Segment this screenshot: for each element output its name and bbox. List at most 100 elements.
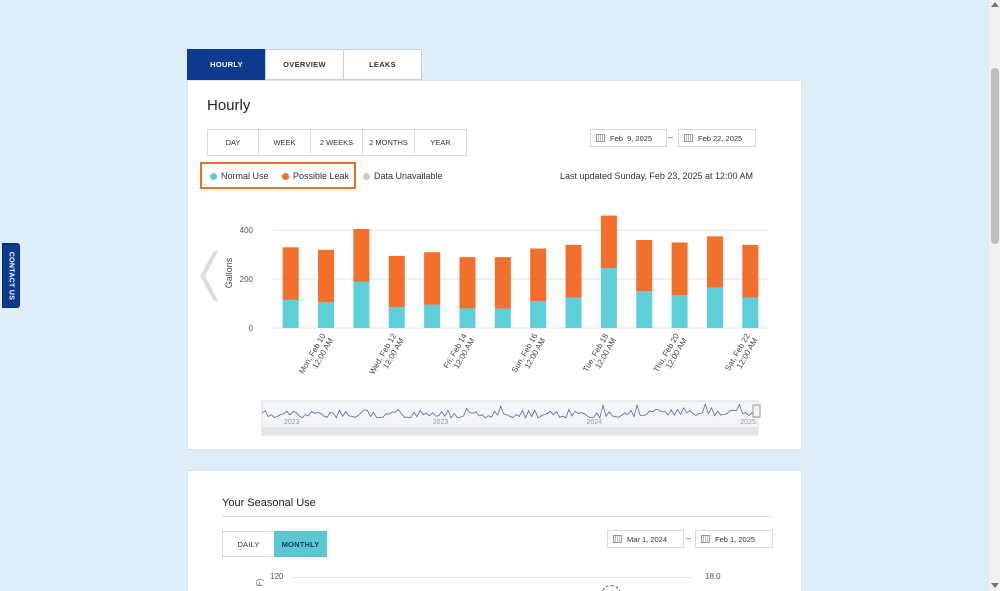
seasonal-left-axis-unit: F) — [255, 578, 265, 587]
seasonal-loading-icon — [601, 585, 621, 591]
y-tick-label: 0 — [249, 324, 254, 333]
date-to-input[interactable]: Feb 22, 2025 — [678, 129, 756, 147]
tab-hourly[interactable]: HOURLY — [187, 49, 266, 80]
tab-hourly-label: HOURLY — [210, 60, 243, 69]
bar-normal-use — [318, 302, 335, 328]
date-from-value: Feb 9, 2025 — [610, 133, 653, 143]
legend-possible-leak-label: Possible Leak — [293, 171, 350, 181]
calendar-icon — [596, 134, 605, 142]
seasonal-date-to-input[interactable]: Feb 1, 2025 — [695, 530, 773, 548]
bar-possible-leak — [530, 248, 547, 302]
scrollbar-thumb[interactable] — [991, 68, 999, 244]
seasonal-date-from-value: Mar 1, 2024 — [627, 534, 668, 544]
navigator-year-label: 2023 — [433, 419, 449, 426]
bar-possible-leak — [671, 242, 688, 295]
data-unavailable-dot-icon — [363, 172, 370, 180]
bar-normal-use — [459, 308, 476, 328]
bar-normal-use — [565, 297, 582, 328]
page-scrollbar[interactable] — [988, 0, 1000, 591]
bar-possible-leak — [388, 255, 405, 308]
seasonal-toggle: DAILY MONTHLY — [222, 531, 327, 557]
bar-possible-leak — [353, 229, 370, 282]
seasonal-monthly-button[interactable]: MONTHLY — [274, 531, 327, 557]
bar-normal-use — [706, 287, 723, 328]
scroll-up-icon[interactable] — [991, 2, 999, 7]
bar-normal-use — [671, 295, 688, 328]
seasonal-divider — [222, 516, 772, 517]
range-selector: DAY WEEK 2 WEEKS 2 MONTHS YEAR — [207, 129, 467, 156]
seasonal-date-separator: – — [686, 533, 692, 543]
tab-leaks[interactable]: LEAKS — [343, 49, 422, 80]
bar-possible-leak — [459, 257, 476, 309]
tab-overview-label: OVERVIEW — [283, 60, 326, 69]
navigator-year-label: 2023 — [284, 419, 300, 426]
seasonal-date-to-value: Feb 1, 2025 — [715, 534, 756, 544]
seasonal-left-axis-top: 120 — [270, 572, 284, 581]
range-2weeks-button[interactable]: 2 WEEKS — [310, 129, 363, 156]
tab-overview[interactable]: OVERVIEW — [265, 49, 344, 80]
bar-possible-leak — [742, 244, 759, 298]
bar-normal-use — [424, 304, 441, 328]
legend-normal-use[interactable]: Normal Use — [210, 171, 269, 181]
bar-normal-use — [494, 308, 511, 328]
navigator-year-label: 2025 — [740, 419, 756, 426]
range-year-button[interactable]: YEAR — [414, 129, 467, 156]
last-updated-text: Last updated Sunday, Feb 23, 2025 at 12:… — [560, 171, 753, 181]
bar-normal-use — [353, 281, 370, 328]
normal-use-dot-icon — [210, 172, 217, 180]
seasonal-date-from-input[interactable]: Mar 1, 2024 — [607, 530, 684, 548]
date-separator: – — [668, 132, 674, 142]
date-to-value: Feb 22, 2025 — [698, 133, 743, 143]
seasonal-gridline — [292, 577, 692, 578]
bar-possible-leak — [706, 236, 723, 288]
tab-leaks-label: LEAKS — [369, 60, 396, 69]
scroll-down-icon[interactable] — [991, 583, 999, 588]
navigator-year-label: 2024 — [587, 419, 603, 426]
seasonal-daily-button[interactable]: DAILY — [222, 531, 275, 557]
seasonal-right-axis-top: 18.0 — [705, 572, 721, 581]
calendar-icon — [684, 134, 693, 142]
contact-us-tab[interactable]: CONTACT US — [2, 243, 20, 308]
bar-normal-use — [636, 291, 653, 328]
navigator-scrollbar — [262, 427, 758, 435]
hourly-card: Hourly DAY WEEK 2 WEEKS 2 MONTHS YEAR Fe… — [187, 80, 802, 450]
previous-period-chevron-icon[interactable] — [196, 251, 218, 301]
bar-normal-use — [282, 299, 299, 328]
y-tick-label: 200 — [240, 275, 254, 284]
view-tabs: HOURLY OVERVIEW LEAKS — [187, 49, 422, 80]
navigator-line — [261, 403, 759, 419]
bar-possible-leak — [282, 247, 299, 300]
y-tick-label: 400 — [240, 226, 254, 235]
range-week-button[interactable]: WEEK — [258, 129, 311, 156]
calendar-icon — [613, 535, 622, 543]
bar-normal-use — [600, 268, 617, 328]
legend-data-unavailable[interactable]: Data Unavailable — [363, 171, 443, 181]
range-2months-button[interactable]: 2 MONTHS — [362, 129, 415, 156]
legend-data-unavailable-label: Data Unavailable — [374, 171, 443, 181]
legend-normal-use-label: Normal Use — [221, 171, 269, 181]
legend-possible-leak[interactable]: Possible Leak — [282, 171, 349, 181]
bar-possible-leak — [600, 215, 617, 269]
range-day-button[interactable]: DAY — [207, 129, 259, 156]
bar-possible-leak — [494, 257, 511, 309]
date-from-input[interactable]: Feb 9, 2025 — [590, 129, 667, 147]
bar-possible-leak — [318, 249, 335, 303]
y-axis-label: Gallons — [224, 257, 234, 288]
bar-normal-use — [388, 307, 405, 328]
contact-us-label: CONTACT US — [7, 251, 15, 300]
bar-possible-leak — [565, 244, 582, 298]
bar-possible-leak — [424, 252, 441, 305]
possible-leak-dot-icon — [282, 172, 289, 180]
seasonal-card: Your Seasonal Use DAILY MONTHLY Mar 1, 2… — [187, 470, 802, 591]
bar-normal-use — [742, 297, 759, 328]
hourly-title: Hourly — [207, 97, 251, 114]
calendar-icon — [701, 535, 710, 543]
